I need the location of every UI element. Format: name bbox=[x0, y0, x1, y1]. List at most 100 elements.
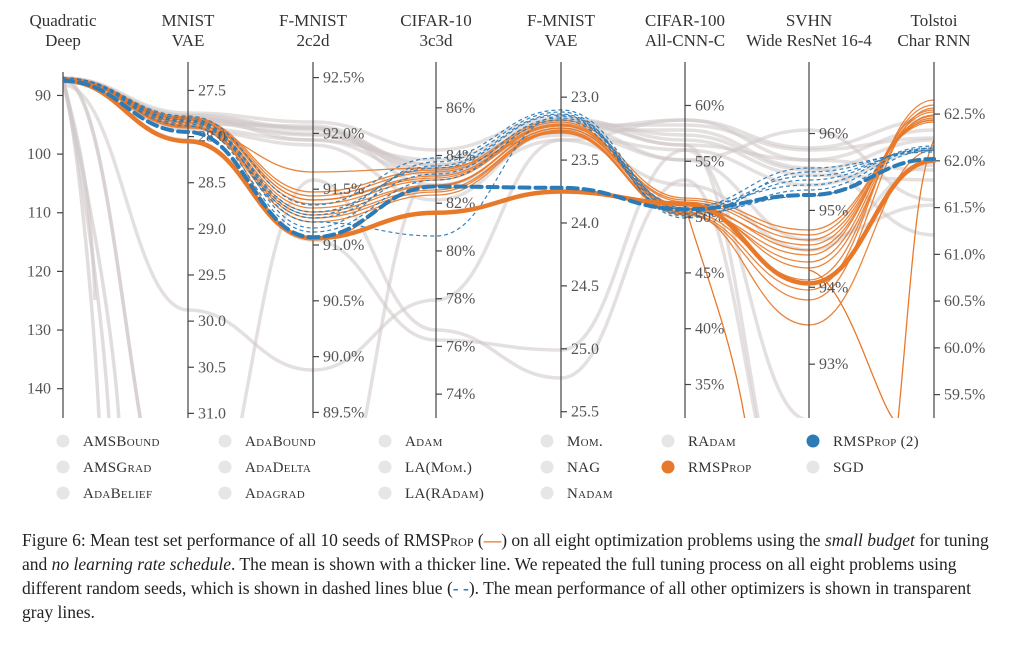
axis-title: Wide ResNet 16-4 bbox=[746, 31, 872, 50]
tick-label: 30.0 bbox=[198, 313, 226, 330]
axis-title: All-CNN-C bbox=[645, 31, 725, 50]
tick-label: 78% bbox=[446, 291, 475, 308]
tick-label: 84% bbox=[446, 148, 475, 165]
tick-label: 86% bbox=[446, 100, 475, 117]
caption-blue-dash-symbol: - - bbox=[452, 578, 469, 598]
legend-label: Adagrad bbox=[245, 486, 305, 502]
legend-item: AdaBelief bbox=[56, 486, 152, 502]
tick-label: 100 bbox=[27, 146, 51, 163]
tick-label: 76% bbox=[446, 338, 475, 355]
tick-label: 23.0 bbox=[571, 89, 599, 106]
tick-label: 29.0 bbox=[198, 221, 226, 238]
figure-caption: Figure 6: Mean test set performance of a… bbox=[22, 528, 1002, 624]
tick-label: 55% bbox=[695, 153, 724, 170]
rmsprop-mean-line bbox=[63, 78, 936, 286]
rmsprop2-mean-line bbox=[63, 78, 936, 240]
tick-label: 140 bbox=[27, 381, 51, 398]
axis-title: VAE bbox=[545, 31, 578, 50]
tick-label: 92.0% bbox=[323, 125, 364, 142]
legend-item: Adagrad bbox=[218, 486, 305, 502]
tick-label: 29.5 bbox=[198, 267, 226, 284]
axis-title: F-MNIST bbox=[279, 11, 348, 30]
parallel-coordinates-chart: QuadraticDeep90100110120130140MNISTVAE27… bbox=[27, 11, 985, 502]
caption-optimizer-name: RMSProp bbox=[403, 530, 474, 550]
axis-title: F-MNIST bbox=[527, 11, 596, 30]
axis-title: Tolstoi bbox=[911, 11, 958, 30]
tick-label: 25.0 bbox=[571, 341, 599, 358]
tick-label: 120 bbox=[27, 263, 51, 280]
tick-label: 130 bbox=[27, 322, 51, 339]
tick-label: 40% bbox=[695, 321, 724, 338]
tick-label: 91.0% bbox=[323, 237, 364, 254]
legend-item: RMSProp (2) bbox=[806, 434, 919, 450]
axis-title: 2c2d bbox=[296, 31, 330, 50]
axis-title: SVHN bbox=[786, 11, 832, 30]
legend-item: AMSBound bbox=[56, 434, 160, 450]
tick-label: 93% bbox=[819, 356, 848, 373]
tick-label: 90.0% bbox=[323, 349, 364, 366]
tick-label: 30.5 bbox=[198, 359, 226, 376]
legend-marker bbox=[218, 434, 232, 448]
legend-label: Adam bbox=[405, 434, 443, 450]
legend-marker bbox=[56, 434, 70, 448]
legend-label: LA(Mom.) bbox=[405, 460, 472, 476]
caption-part: ). The mean performance of all other opt… bbox=[22, 578, 971, 622]
tick-label: 60.5% bbox=[944, 293, 985, 310]
gray-optimizer-line bbox=[63, 78, 935, 202]
tick-label: 92.5% bbox=[323, 70, 364, 87]
gray-optimizer-line bbox=[63, 78, 97, 301]
legend-label: AdaBound bbox=[245, 434, 316, 450]
legend-label: AMSBound bbox=[83, 434, 160, 450]
legend-marker bbox=[378, 460, 392, 474]
caption-part: ) on all eight optimization problems usi… bbox=[501, 530, 825, 550]
tick-label: 62.0% bbox=[944, 153, 985, 170]
legend-label: LA(RAdam) bbox=[405, 486, 484, 502]
tick-label: 35% bbox=[695, 377, 724, 394]
tick-label: 62.5% bbox=[944, 106, 985, 123]
tick-label: 90 bbox=[35, 87, 51, 104]
legend-marker bbox=[540, 460, 554, 474]
tick-label: 74% bbox=[446, 386, 475, 403]
tick-label: 80% bbox=[446, 243, 475, 260]
tick-label: 61.5% bbox=[944, 200, 985, 217]
legend-item: AdaDelta bbox=[218, 460, 311, 476]
legend-item: AdaBound bbox=[218, 434, 316, 450]
mean-lines bbox=[63, 78, 936, 286]
gray-optimizer-line bbox=[63, 83, 935, 372]
tick-label: 110 bbox=[28, 205, 51, 222]
axis-title: CIFAR-10 bbox=[400, 11, 471, 30]
legend-label: Nadam bbox=[567, 486, 613, 502]
legend-label: RMSProp bbox=[688, 460, 752, 476]
axes-group: QuadraticDeep90100110120130140MNISTVAE27… bbox=[27, 11, 985, 422]
legend-item: LA(RAdam) bbox=[378, 486, 484, 502]
legend-marker bbox=[661, 434, 675, 448]
axis-title: Deep bbox=[45, 31, 81, 50]
rmsprop2-seed-line bbox=[63, 77, 935, 219]
tick-label: 61.0% bbox=[944, 246, 985, 263]
legend-marker bbox=[806, 460, 820, 474]
legend-marker bbox=[218, 486, 232, 500]
legend-item: LA(Mom.) bbox=[378, 460, 472, 476]
gray-optimizer-line bbox=[63, 76, 935, 182]
legend-label: RMSProp (2) bbox=[833, 434, 919, 450]
tick-label: 60.0% bbox=[944, 340, 985, 357]
tick-label: 94% bbox=[819, 279, 848, 296]
legend-label: SGD bbox=[833, 460, 864, 476]
legend-label: Mom. bbox=[567, 434, 603, 450]
legend-marker bbox=[661, 460, 675, 474]
legend-item: Nadam bbox=[540, 486, 613, 502]
rmsprop2-seed-line bbox=[63, 77, 935, 233]
legend-marker bbox=[806, 434, 820, 448]
tick-label: 96% bbox=[819, 126, 848, 143]
axis-title: 3c3d bbox=[419, 31, 453, 50]
rmsprop2-seed-line bbox=[63, 77, 935, 216]
tick-label: 59.5% bbox=[944, 387, 985, 404]
caption-part: ( bbox=[473, 530, 484, 550]
caption-part: . The mean is shown with a thicker line.… bbox=[22, 554, 957, 598]
legend-item: RAdam bbox=[661, 434, 736, 450]
tick-label: 23.5 bbox=[571, 152, 599, 169]
